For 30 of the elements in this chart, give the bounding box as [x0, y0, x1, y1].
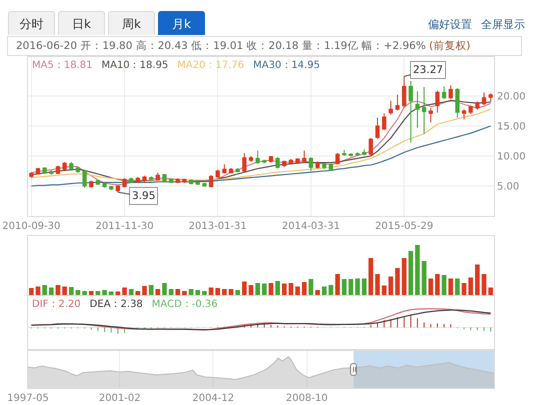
text: MA20：17.76 [177, 60, 244, 71]
y-tick-label: 15.00 [497, 122, 526, 132]
x-tick-label: 2015-05-29 [375, 221, 434, 232]
x-tick-label: 2010-09-30 [2, 221, 60, 232]
text: MA5：18.81 [32, 60, 92, 71]
y-tick-label: 10.00 [497, 152, 526, 162]
series-label: DEA：2.38 [90, 299, 143, 310]
x-tick-label: 1997-05 [7, 393, 49, 404]
link: 偏好设置 [428, 17, 472, 32]
series-label: MACD：-0.36 [152, 299, 218, 310]
chart-title: 2016-06-20 开：19.80 高：20.43 低：19.01 收：20.18 量：1.19亿 幅：+2.96% [16, 40, 426, 52]
x-tick-label: 2011-11-30 [95, 221, 154, 232]
text: MA30：14.95 [253, 60, 320, 71]
series-label: DIF：2.20 [32, 299, 81, 310]
chart-subtitle: (前复权) [429, 40, 470, 52]
link: 全屏显示 [481, 17, 525, 32]
x-tick-label: 2001-02 [98, 393, 141, 404]
tab: 分时 [8, 11, 55, 35]
tab: 周k [108, 11, 155, 35]
x-tick-label: 2014-03-31 [282, 221, 340, 232]
annotation: 3.95 [132, 190, 156, 202]
annotation: 23.27 [413, 64, 444, 76]
tab: 日k [58, 11, 105, 35]
y-tick-label: 20.00 [497, 92, 526, 102]
y-tick-label: 5.00 [497, 182, 520, 192]
text: MA10：18.95 [101, 60, 168, 71]
x-tick-label: 2013-01-31 [188, 221, 247, 232]
x-tick-label: 2008-10 [286, 393, 328, 404]
tab: 月k [158, 11, 205, 35]
x-tick-label: 2004-12 [192, 393, 234, 404]
